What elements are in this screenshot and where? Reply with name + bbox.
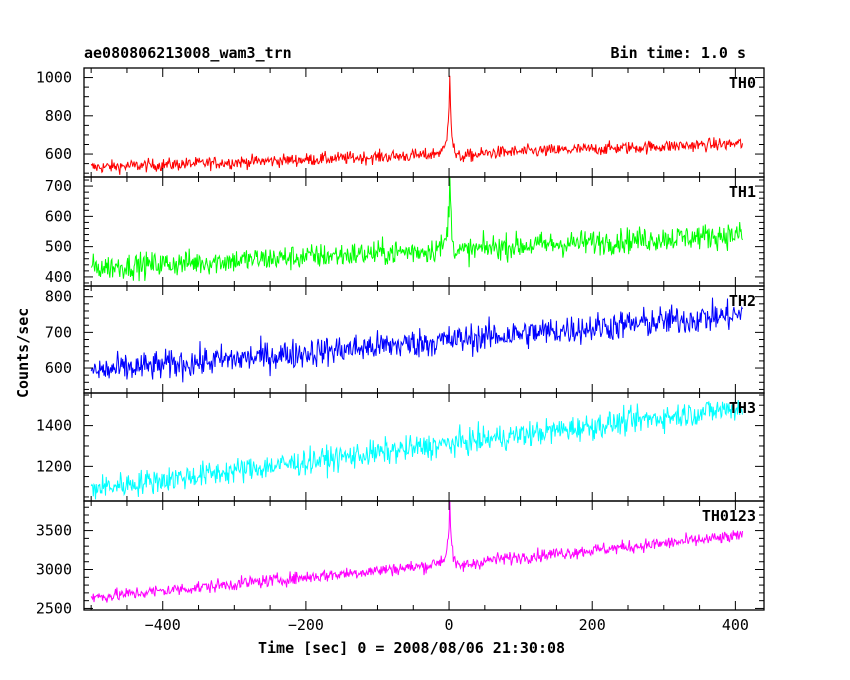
y-tick-label-th2: 600	[45, 359, 72, 377]
chart-title: ae080806213008_wam3_trn	[84, 44, 292, 62]
y-tick-label-th0123: 2500	[36, 599, 72, 617]
panel-frame-th0123	[83, 500, 765, 611]
y-tick-label-th1: 600	[45, 207, 72, 225]
y-tick-label-th3: 1400	[36, 417, 72, 435]
y-tick-label-th1: 500	[45, 238, 72, 256]
y-tick-label-th2: 700	[45, 323, 72, 341]
bin-time-label: Bin time: 1.0 s	[610, 44, 746, 62]
y-tick-label-th2: 800	[45, 288, 72, 306]
series-th2-line	[90, 297, 743, 383]
x-tick-label: 0	[445, 616, 454, 634]
x-tick-label: −200	[288, 616, 324, 634]
y-tick-label-th0: 600	[45, 145, 72, 163]
panel-label-th0: TH0	[729, 74, 756, 92]
panel-label-th1: TH1	[729, 183, 756, 201]
x-tick-label: −400	[145, 616, 181, 634]
y-tick-label-th1: 400	[45, 268, 72, 286]
panel-label-th0123: TH0123	[702, 507, 756, 525]
y-axis-label: Counts/sec	[14, 307, 32, 398]
y-tick-label-th3: 1200	[36, 457, 72, 475]
series-th3-line	[90, 400, 743, 500]
panel-label-th2: TH2	[729, 292, 756, 310]
y-tick-label-th0: 800	[45, 107, 72, 125]
panel-frame-th1	[83, 176, 765, 287]
x-tick-label: 400	[722, 616, 749, 634]
x-tick-label: 200	[579, 616, 606, 634]
y-tick-label-th0: 1000	[36, 69, 72, 87]
panel-label-th3: TH3	[729, 399, 756, 417]
y-tick-label-th1: 700	[45, 177, 72, 195]
y-tick-label-th0123: 3000	[36, 561, 72, 579]
series-th1-line	[90, 177, 743, 282]
x-axis-label: Time [sec] 0 = 2008/08/06 21:30:08	[258, 639, 566, 657]
y-tick-label-th0123: 3500	[36, 522, 72, 540]
series-th0-line	[90, 75, 743, 175]
series-th0123-line	[90, 501, 743, 603]
